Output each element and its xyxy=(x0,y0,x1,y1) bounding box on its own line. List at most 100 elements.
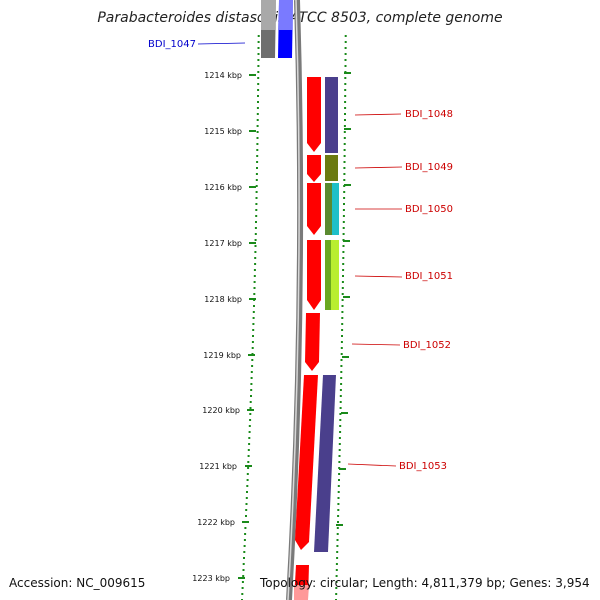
tick-label-1216: 1216 kbp xyxy=(204,183,242,192)
scale-dot xyxy=(253,287,256,289)
genome-summary: Topology: circular; Length: 4,811,379 bp… xyxy=(260,576,590,590)
scale-dot xyxy=(338,443,341,445)
scale-dot xyxy=(341,305,344,307)
scale-dot xyxy=(243,551,246,553)
right-scale-ticks xyxy=(336,72,351,526)
gene-bdi-1047-blue-fade xyxy=(279,0,293,30)
scale-dot xyxy=(245,497,248,499)
scale-dot xyxy=(256,167,258,169)
scale-dot xyxy=(344,53,347,55)
scale-dot xyxy=(340,365,343,367)
scale-dot xyxy=(254,245,257,247)
gene-label-bdi-1049[interactable]: BDI_1049 xyxy=(405,162,453,173)
scale-dot xyxy=(255,221,257,223)
scale-dot xyxy=(241,593,244,595)
scale-dot xyxy=(338,437,341,439)
scale-dot xyxy=(338,473,341,475)
scale-dot xyxy=(246,479,249,481)
scale-dot xyxy=(343,143,346,145)
scale-dot xyxy=(344,65,347,67)
scale-dot xyxy=(247,449,250,451)
tick-label-1223: 1223 kbp xyxy=(192,574,230,583)
scale-dot xyxy=(253,269,256,271)
scale-dot xyxy=(245,509,248,511)
scale-dot xyxy=(257,65,260,67)
scale-dot xyxy=(343,149,346,151)
scale-dot xyxy=(255,173,258,175)
scale-dot xyxy=(344,77,347,79)
scale-dot xyxy=(247,455,250,457)
scale-dot xyxy=(336,551,339,553)
scale-dot xyxy=(336,533,339,535)
gene-labels: BDI_1047 BDI_1048 BDI_1049 BDI_1050 BDI_… xyxy=(148,39,453,472)
leader-bdi-1048 xyxy=(354,113,402,116)
gene-bdi-1049-arrow xyxy=(307,155,321,182)
scale-dot xyxy=(341,293,344,295)
gene-bdi-1048-arrow xyxy=(307,77,321,152)
scale-dot xyxy=(339,413,342,415)
scale-dot xyxy=(341,323,344,325)
scale-dot xyxy=(339,425,342,427)
scale-dot xyxy=(248,443,251,445)
scale-dot xyxy=(343,197,346,199)
gene-label-bdi-1047[interactable]: BDI_1047 xyxy=(148,39,196,50)
scale-dot xyxy=(247,467,250,469)
scale-dot xyxy=(340,359,343,361)
scale-dot xyxy=(246,485,249,487)
genome-backbone-highlight xyxy=(287,0,300,600)
scale-dot xyxy=(250,395,252,397)
scale-dot xyxy=(248,431,251,433)
scale-dot xyxy=(342,257,345,259)
scale-dot xyxy=(341,317,344,319)
gene-label-bdi-1051[interactable]: BDI_1051 xyxy=(405,271,453,282)
scale-dot xyxy=(257,71,260,73)
scale-dot xyxy=(335,569,338,571)
cog-block-bdi-1051-a xyxy=(325,240,331,310)
scale-dot xyxy=(342,209,345,211)
gene-next-arrow-fade xyxy=(294,585,308,600)
scale-dot xyxy=(246,473,249,475)
gene-label-bdi-1050[interactable]: BDI_1050 xyxy=(405,204,453,215)
gene-bdi-1052-arrow xyxy=(305,313,320,371)
scale-dot xyxy=(252,317,255,319)
scale-dot xyxy=(343,203,345,205)
gene-label-bdi-1052[interactable]: BDI_1052 xyxy=(403,340,451,351)
scale-dot xyxy=(335,563,338,565)
scale-dot xyxy=(250,383,253,385)
scale-dot xyxy=(248,425,251,427)
scale-dot xyxy=(336,539,339,541)
scale-dot xyxy=(337,485,340,487)
gene-label-bdi-1048[interactable]: BDI_1048 xyxy=(405,109,453,120)
scale-dot xyxy=(343,137,346,139)
scale-dot xyxy=(340,377,343,379)
gene-label-bdi-1053[interactable]: BDI_1053 xyxy=(399,461,447,472)
scale-dot xyxy=(344,113,346,115)
kbp-scale: 1214 kbp 1215 kbp 1216 kbp 1217 kbp 1218… xyxy=(192,71,256,583)
scale-dot xyxy=(335,593,338,595)
cog-block-bdi-1053 xyxy=(314,375,336,552)
scale-dot xyxy=(344,83,347,85)
scale-dot xyxy=(253,293,256,295)
scale-dot xyxy=(244,527,247,529)
scale-dot xyxy=(255,215,258,217)
scale-dot xyxy=(342,263,345,265)
scale-dot xyxy=(336,557,339,559)
scale-dot xyxy=(256,125,259,127)
scale-dot xyxy=(257,77,260,79)
scale-dot xyxy=(254,227,257,229)
scale-dot xyxy=(255,209,258,211)
scale-dot xyxy=(257,41,260,43)
scale-dot xyxy=(343,179,346,181)
scale-dot xyxy=(342,251,345,253)
scale-dot xyxy=(339,431,342,433)
scale-dot xyxy=(257,101,259,103)
scale-dot xyxy=(343,167,346,169)
scale-dot xyxy=(335,587,338,589)
scale-dot xyxy=(339,419,342,421)
gene-bdi-1050-arrow xyxy=(307,183,321,235)
leader-bdi-1049 xyxy=(354,166,403,169)
scale-dot xyxy=(343,191,346,193)
cog-block-bdi-1049 xyxy=(325,155,338,181)
scale-dot xyxy=(344,35,347,37)
